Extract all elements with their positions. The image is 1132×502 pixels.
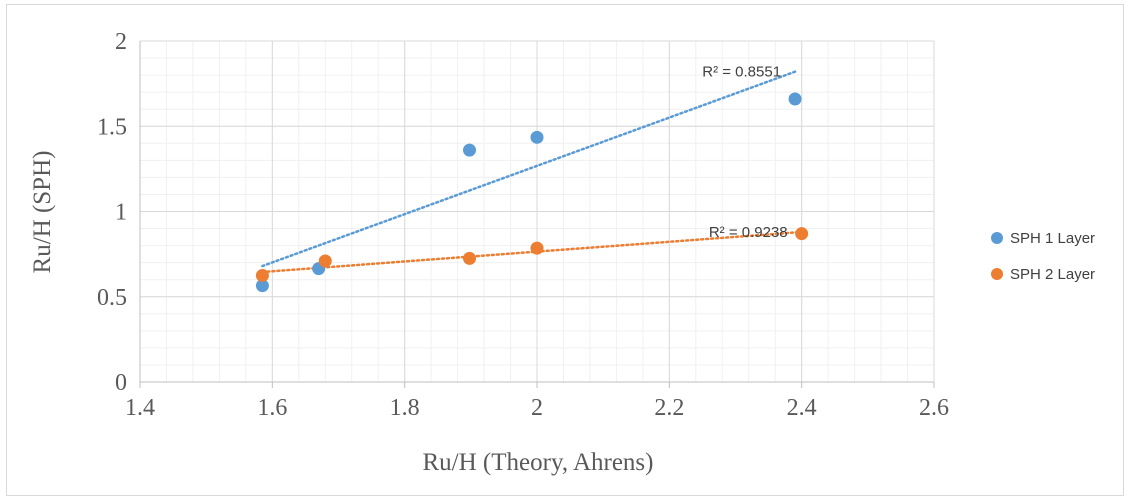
y-tick-label: 1 [115, 200, 127, 226]
data-point-series-2 [463, 251, 477, 265]
y-tick-label: 2 [115, 29, 127, 55]
trendline-series-1 [261, 70, 797, 268]
legend-label-series-1: SPH 1 Layer [1010, 230, 1095, 247]
tick-labels: 1.4 1.6 1.8 2 2.2 2.4 2.6 0 0.5 1 1.5 2 [97, 29, 949, 421]
data-point-series-1 [788, 92, 802, 106]
y-axis-title: Ru/H (SPH) [29, 151, 56, 274]
r2-labels: R² = 0.8551 R² = 0.9238 [702, 64, 787, 241]
x-tick-label: 2 [531, 395, 543, 421]
data-point-series-2 [795, 227, 809, 241]
x-tick-label: 1.8 [390, 395, 420, 421]
y-tick-label: 0 [115, 370, 127, 396]
data-point-series-1 [463, 143, 477, 157]
data-point-series-1 [530, 130, 544, 144]
r2-label-series-2: R² = 0.9238 [709, 224, 788, 241]
legend: SPH 1 Layer SPH 2 Layer [991, 230, 1095, 283]
data-point-series-2 [530, 241, 544, 255]
x-tick-label: 2.2 [654, 395, 684, 421]
legend-marker-series-2 [991, 268, 1003, 280]
x-tick-label: 2.4 [787, 395, 817, 421]
data-points [255, 92, 809, 293]
axes [139, 41, 935, 388]
y-tick-label: 0.5 [97, 285, 127, 311]
r2-label-series-1: R² = 0.8551 [702, 64, 781, 81]
data-point-series-2 [318, 254, 332, 268]
x-tick-label: 1.4 [125, 395, 155, 421]
x-tick-label: 1.6 [257, 395, 287, 421]
data-point-series-1 [255, 279, 269, 293]
y-tick-label: 1.5 [97, 114, 127, 140]
data-point-series-2 [255, 268, 269, 282]
trendlines [261, 70, 803, 274]
legend-label-series-2: SPH 2 Layer [1010, 266, 1095, 283]
chart-frame [6, 4, 1124, 496]
x-tick-label: 2.6 [919, 395, 949, 421]
x-axis-title: Ru/H (Theory, Ahrens) [423, 449, 654, 476]
legend-marker-series-1 [991, 232, 1003, 244]
